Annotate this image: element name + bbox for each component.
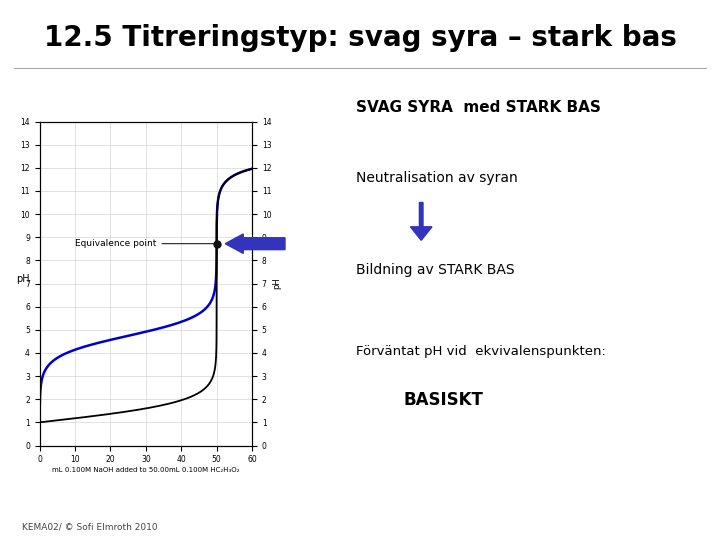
Text: 12.5 Titreringstyp: svag syra – stark bas: 12.5 Titreringstyp: svag syra – stark ba… xyxy=(44,24,676,52)
Text: Neutralisation av syran: Neutralisation av syran xyxy=(356,171,518,185)
Text: KEMA02/ © Sofi Elmroth 2010: KEMA02/ © Sofi Elmroth 2010 xyxy=(22,523,157,532)
Text: Equivalence point: Equivalence point xyxy=(75,239,214,248)
Text: Förväntat pH vid  ekvivalenspunkten:: Förväntat pH vid ekvivalenspunkten: xyxy=(356,345,606,357)
Y-axis label: pH: pH xyxy=(273,278,282,289)
X-axis label: mL 0.100M NaOH added to 50.00mL 0.100M HC₂H₃O₂: mL 0.100M NaOH added to 50.00mL 0.100M H… xyxy=(52,467,240,473)
Y-axis label: pH: pH xyxy=(16,273,30,284)
Text: Bildning av STARK BAS: Bildning av STARK BAS xyxy=(356,263,515,277)
Text: BASISKT: BASISKT xyxy=(403,390,483,409)
FancyArrow shape xyxy=(410,202,432,240)
FancyArrow shape xyxy=(225,234,285,253)
Text: SVAG SYRA  med STARK BAS: SVAG SYRA med STARK BAS xyxy=(356,100,601,116)
